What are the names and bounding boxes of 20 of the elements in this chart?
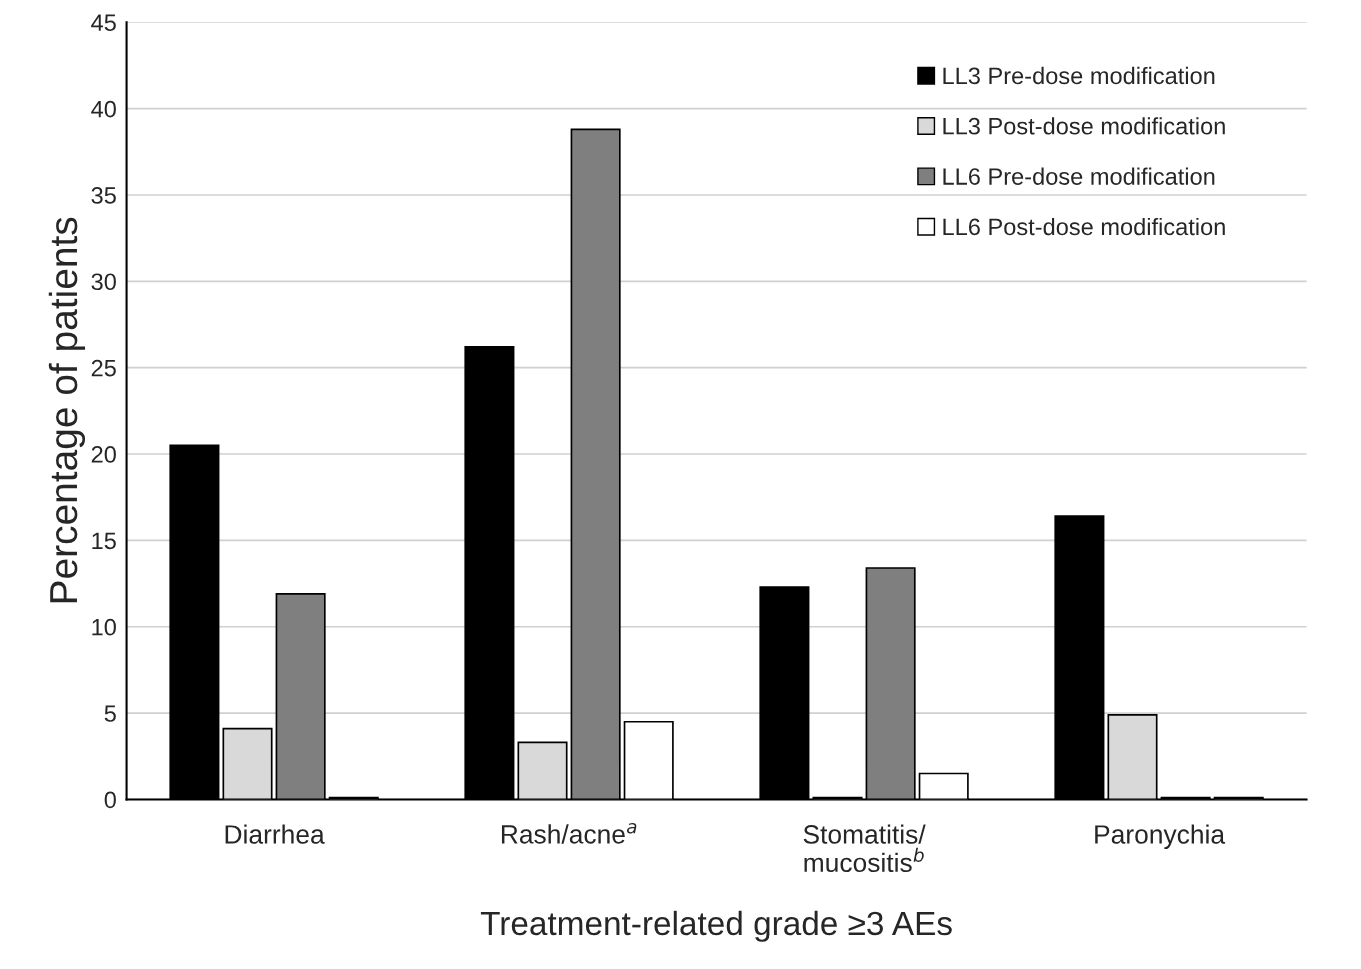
y-tick-label: 45 bbox=[91, 14, 116, 32]
y-tick-label: 0 bbox=[104, 791, 116, 809]
y-tick-label: 40 bbox=[91, 100, 116, 118]
y-tick-label: 35 bbox=[91, 187, 116, 204]
y-tick-label: 5 bbox=[104, 705, 116, 722]
y-tick-label: 30 bbox=[91, 273, 116, 291]
y-tick-label: 25 bbox=[91, 359, 116, 377]
x-tick-label: Paronychia bbox=[1095, 824, 1226, 850]
y-axis-title: Percentage of patients bbox=[48, 217, 86, 603]
legend-label: LL6 Pre-dose modification bbox=[943, 167, 1215, 185]
y-tick-label: 20 bbox=[91, 446, 116, 463]
legend-label: LL3 Pre-dose modification bbox=[943, 66, 1215, 85]
y-tick-label: 15 bbox=[92, 532, 116, 550]
legend-label: LL3 Post-dose modification bbox=[943, 117, 1225, 135]
legend-label: LL6 Post-dose modification bbox=[943, 217, 1225, 236]
x-tick-label: Diarrhea bbox=[225, 824, 325, 844]
x-axis-title: Treatment-related grade ≥3 AEs bbox=[480, 910, 952, 942]
x-tick-label: Rash/acne$^{a}$ bbox=[501, 822, 637, 844]
x-tick-label: Stomatitis/ mucositis$^{b}$ bbox=[803, 824, 926, 873]
y-tick-label: 10 bbox=[92, 618, 116, 636]
